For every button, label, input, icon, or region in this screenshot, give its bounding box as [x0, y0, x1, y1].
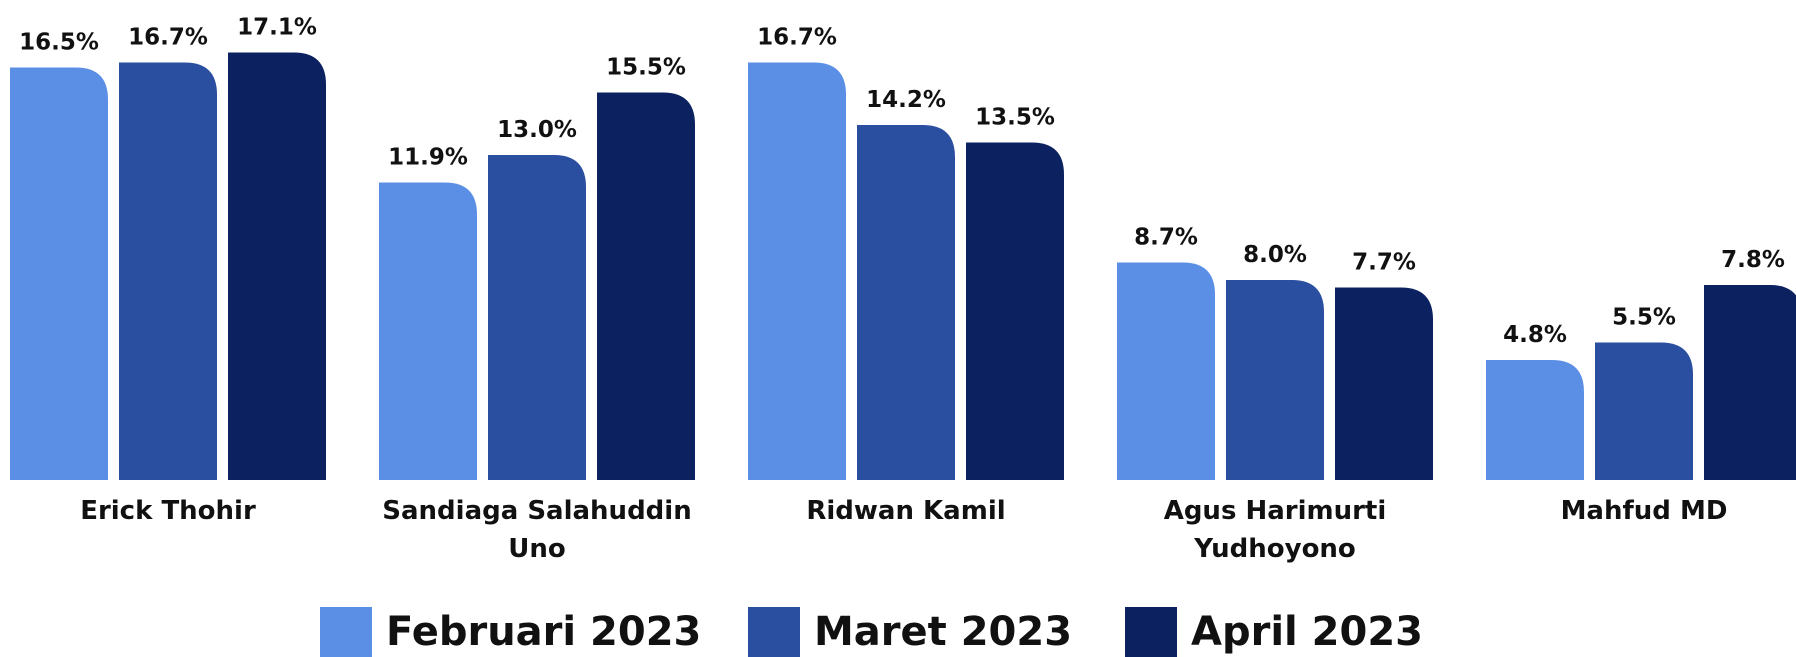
bar [597, 92, 695, 480]
category-label: Erick Thohir [80, 496, 256, 526]
legend-item: Februari 2023 [320, 607, 701, 657]
value-label: 16.5% [19, 30, 99, 56]
bar [488, 155, 586, 480]
legend-swatch [320, 607, 372, 657]
category-label: Mahfud MD [1560, 496, 1728, 526]
value-label: 7.7% [1352, 250, 1416, 276]
legend-item: Maret 2023 [748, 607, 1072, 657]
value-label: 7.8% [1721, 247, 1785, 273]
value-label: 5.5% [1612, 305, 1676, 331]
bar [228, 52, 326, 480]
bar [1704, 285, 1796, 480]
value-label: 15.5% [606, 55, 686, 81]
legend-label: Februari 2023 [386, 609, 702, 655]
category-label: Agus Harimurti Yudhoyono [1163, 496, 1387, 564]
value-label: 8.7% [1134, 225, 1198, 251]
bar [119, 62, 217, 480]
value-label: 8.0% [1243, 242, 1307, 268]
bar [1595, 342, 1693, 480]
bar [1486, 360, 1584, 480]
bar [1117, 262, 1215, 480]
bar [1226, 280, 1324, 480]
bar [1335, 287, 1433, 480]
legend-swatch [1125, 607, 1177, 657]
value-label: 16.7% [757, 25, 837, 51]
bar [10, 67, 108, 480]
bar [857, 125, 955, 480]
category-label: Ridwan Kamil [806, 496, 1006, 526]
category-label: Sandiaga Salahuddin Uno [382, 496, 692, 564]
bar [379, 182, 477, 480]
value-label: 13.5% [975, 105, 1055, 131]
legend-item: April 2023 [1125, 607, 1423, 657]
value-label: 14.2% [866, 87, 946, 113]
bar [966, 142, 1064, 480]
legend-swatch [748, 607, 800, 657]
value-label: 4.8% [1503, 322, 1567, 348]
legend-label: April 2023 [1191, 609, 1423, 655]
bar [748, 62, 846, 480]
value-label: 16.7% [128, 25, 208, 51]
value-label: 11.9% [388, 145, 468, 171]
value-label: 13.0% [497, 117, 577, 143]
legend-label: Maret 2023 [814, 609, 1073, 655]
value-label: 17.1% [237, 15, 317, 41]
